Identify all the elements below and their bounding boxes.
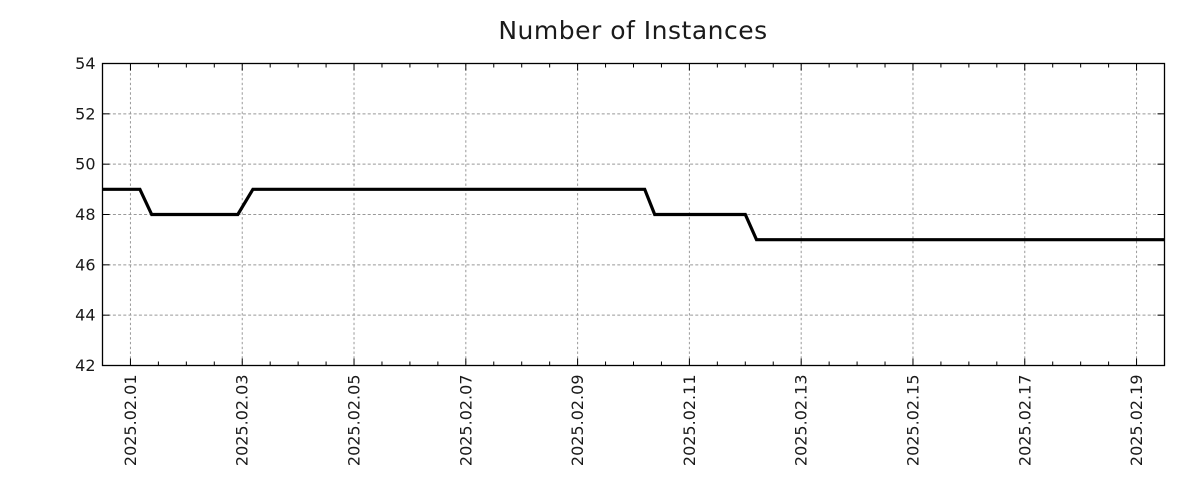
x-tick-label: 2025.02.17 — [1015, 375, 1034, 467]
x-tick-label: 2025.02.07 — [456, 375, 475, 467]
y-tick-label: 46 — [75, 255, 95, 274]
y-tick-label: 44 — [75, 306, 95, 325]
x-tick-label: 2025.02.09 — [568, 375, 587, 467]
y-tick-label: 48 — [75, 205, 95, 224]
y-tick-label: 54 — [75, 54, 95, 73]
y-tick-label: 52 — [75, 104, 95, 123]
y-tick-label: 42 — [75, 356, 95, 375]
x-tick-label: 2025.02.19 — [1127, 375, 1146, 467]
chart-title: Number of Instances — [498, 16, 768, 45]
x-tick-label: 2025.02.11 — [680, 375, 699, 467]
x-tick-label: 2025.02.13 — [792, 375, 811, 467]
y-tick-label: 50 — [75, 155, 95, 174]
x-tick-label: 2025.02.01 — [121, 375, 140, 467]
x-tick-label: 2025.02.05 — [345, 375, 364, 467]
x-tick-label: 2025.02.03 — [233, 375, 252, 467]
data-line-instances — [102, 187, 1165, 242]
x-tick-label: 2025.02.15 — [903, 375, 922, 467]
